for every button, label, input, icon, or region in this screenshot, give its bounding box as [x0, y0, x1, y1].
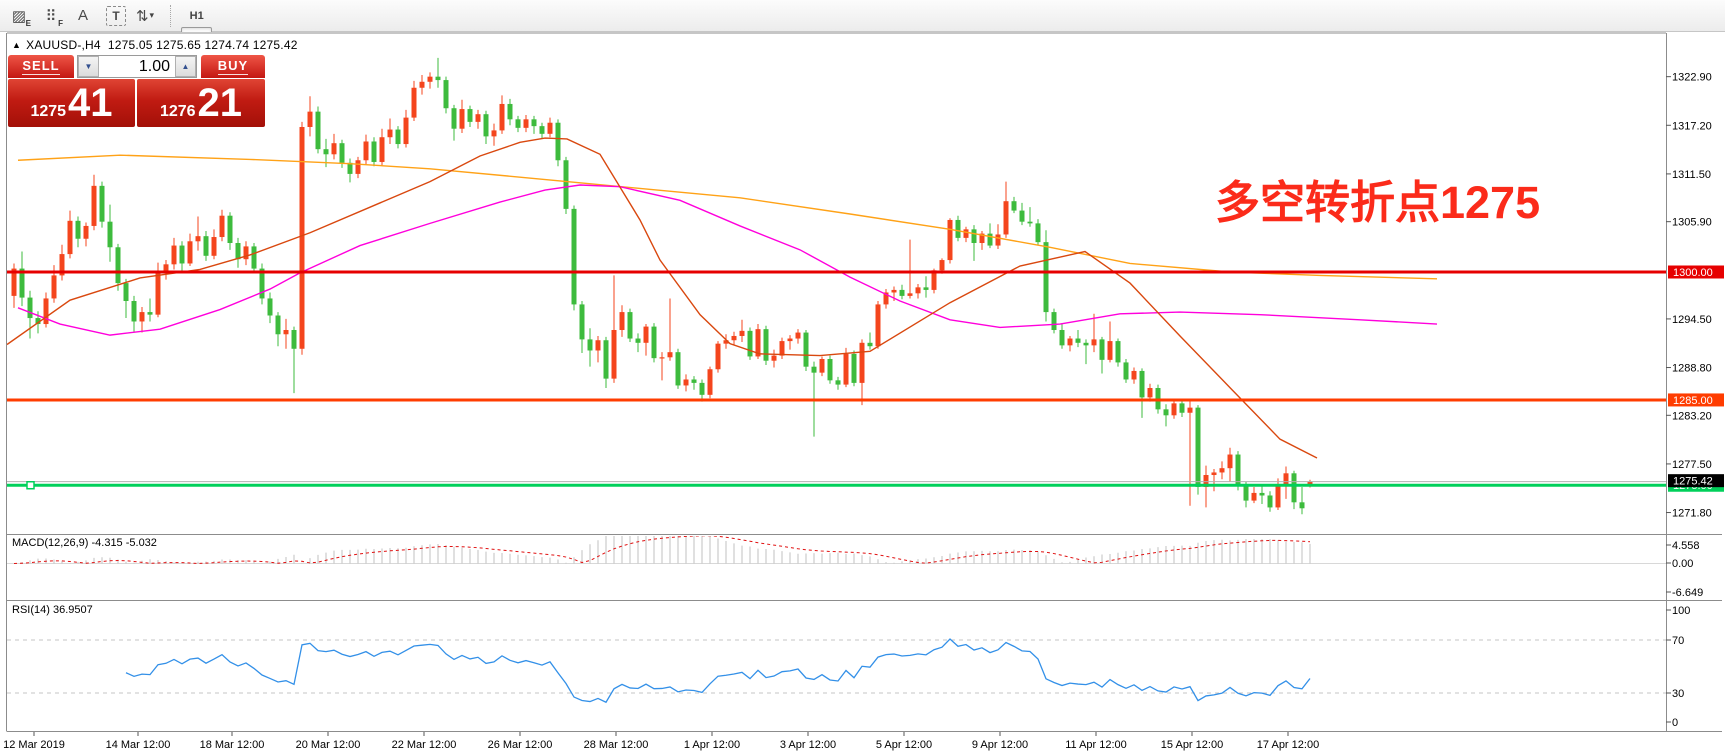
volume-increase-button[interactable]: ▲	[175, 56, 196, 77]
x-axis-label: 11 Apr 12:00	[1065, 739, 1127, 751]
chevron-down-icon: ▾	[149, 10, 155, 20]
rsi-plot	[7, 638, 1666, 704]
macd-label: MACD(12,26,9) -4.315 -5.032	[12, 537, 157, 549]
rsi-value: 36.9507	[52, 604, 93, 616]
ma-fast-darkorange	[7, 137, 1318, 459]
chart-canvas: 1322.90 1317.20 1311.50 1305.90 1294.50 1288.…	[3, 32, 1724, 751]
x-axis-label: 26 Mar 12:00	[488, 739, 553, 751]
candles-group	[11, 57, 1313, 515]
svg-text:1285.00: 1285.00	[1673, 395, 1713, 407]
macd-plot	[7, 536, 1666, 564]
pattern-expert-icon[interactable]: ▨ E	[11, 7, 31, 28]
volume-decrease-button[interactable]: ▼	[78, 56, 99, 77]
tf-button-M30[interactable]: M30	[181, 0, 212, 5]
rsi-line	[125, 638, 1311, 704]
buy-price-prefix: 1276	[159, 103, 196, 120]
y-axis-tick: 1322.90	[1672, 72, 1712, 84]
price-badge	[1668, 265, 1724, 279]
ma-slow-orange	[17, 154, 1438, 280]
x-axis-label: 22 Mar 12:00	[392, 739, 457, 751]
volume-stepper: ▼ ▲	[77, 55, 197, 78]
macd-axis-label: -6.649	[1672, 587, 1703, 599]
x-axis-label: 3 Apr 12:00	[780, 739, 836, 751]
macd-axis-label: 4.558	[1672, 540, 1700, 552]
x-axis-label: 15 Apr 12:00	[1161, 739, 1223, 751]
y-axis-tick: 1305.90	[1672, 217, 1712, 229]
toolbar: ▨E ⠿F A T ⇅▾ M1M5M15M30H1H4D1W1MN	[0, 0, 1725, 110]
collapse-triangle-icon[interactable]: ▲	[12, 40, 22, 50]
ma-mid-magenta	[17, 184, 1438, 336]
macd-signal-line	[13, 536, 1311, 564]
x-axis-label: 20 Mar 12:00	[296, 739, 361, 751]
y-axis-tick: 1271.80	[1672, 508, 1712, 520]
symbol-period-label: XAUUSD-,H4	[26, 38, 101, 52]
svg-text:1300.00: 1300.00	[1673, 267, 1713, 279]
buy-price-box[interactable]: 1276 21	[137, 79, 265, 127]
x-axis-label: 17 Apr 12:00	[1257, 739, 1319, 751]
sell-button[interactable]: SELL	[8, 55, 74, 78]
tf-button-H1[interactable]: H1	[189, 9, 204, 22]
arrows-icon[interactable]: ⇅ ▾	[135, 7, 155, 25]
rsi-axis-label: 30	[1672, 688, 1684, 700]
x-axis-label: 5 Apr 12:00	[876, 739, 932, 751]
one-click-trading-panel: SELL ▼ ▲ BUY 1275 41 1276 21	[8, 55, 265, 127]
sell-price-box[interactable]: 1275 41	[8, 79, 135, 127]
grid-fibo-icon[interactable]: ⠿ F	[45, 7, 64, 28]
volume-input[interactable]	[99, 56, 175, 77]
rsi-axis-label: 0	[1672, 717, 1678, 729]
main-chart-plot	[7, 57, 1666, 515]
rsi-label: RSI(14) 36.9507	[12, 604, 93, 616]
x-axis-label: 18 Mar 12:00	[200, 739, 265, 751]
y-axis-tick: 1317.20	[1672, 120, 1712, 132]
x-axis-label: 1 Apr 12:00	[684, 739, 740, 751]
sell-price-big: 41	[68, 81, 113, 125]
rsi-axis-label: 70	[1672, 635, 1684, 647]
y-axis-tick: 1277.50	[1672, 459, 1712, 471]
text-box-icon[interactable]: T	[106, 5, 126, 26]
price-badge	[1668, 393, 1724, 407]
ohlc-values: 1275.05 1275.65 1274.74 1275.42	[107, 38, 298, 52]
toolbar-separator	[170, 4, 171, 27]
buy-button[interactable]: BUY	[201, 55, 265, 78]
y-axis-tick: 1294.50	[1672, 314, 1712, 326]
chart-symbol-title: ▲ XAUUSD-,H4 1275.05 1275.65 1274.74 1275…	[12, 38, 298, 52]
rsi-axis-label: 100	[1672, 605, 1690, 617]
annotation-text: 多空转折点1275	[1215, 177, 1541, 228]
text-label-icon[interactable]: A	[77, 7, 88, 24]
chart-window: 1322.90 1317.20 1311.50 1305.90 1294.50 1288.…	[0, 32, 1725, 754]
x-axis-label: 28 Mar 12:00	[584, 739, 649, 751]
y-axis-tick: 1283.20	[1672, 410, 1712, 422]
price-badge	[1668, 474, 1724, 488]
buy-price-big: 21	[197, 81, 243, 125]
x-axis-label: 14 Mar 12:00	[106, 739, 171, 751]
svg-text:1275.42: 1275.42	[1673, 476, 1713, 488]
y-axis-tick: 1288.80	[1672, 363, 1712, 375]
hline-drag-handle[interactable]	[26, 480, 35, 490]
x-axis-label: 9 Apr 12:00	[972, 739, 1028, 751]
x-axis-label: 12 Mar 2019	[3, 739, 65, 751]
y-axis-tick: 1311.50	[1672, 169, 1711, 181]
macd-values: -4.315 -5.032	[91, 537, 157, 549]
sell-price-prefix: 1275	[30, 103, 67, 120]
macd-axis-label: 0.00	[1672, 558, 1693, 570]
